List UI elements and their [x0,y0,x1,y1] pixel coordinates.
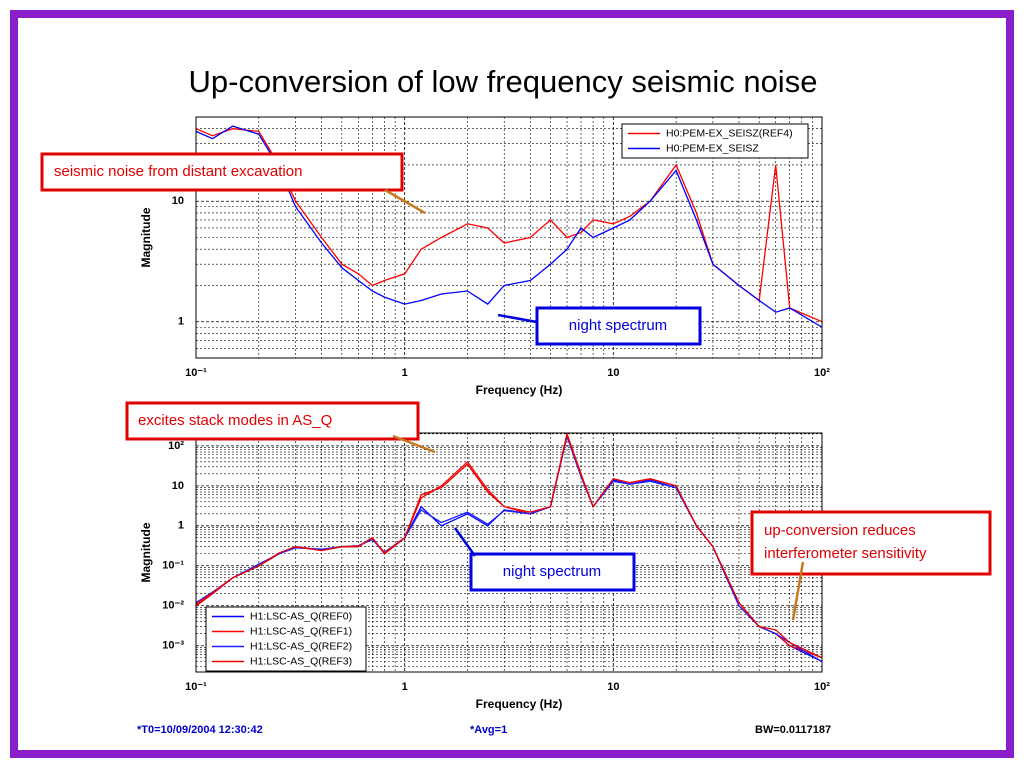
x-tick-label: 10⁻¹ [185,681,207,693]
legend-box [621,123,809,159]
x-tick-label: 10² [814,367,830,379]
callout-box [750,510,992,576]
x-tick-label: 10 [607,681,619,693]
callout-arrow [453,527,477,557]
legend-label: H1:LSC-AS_Q(REF0) [250,610,352,622]
legend-label: H0:PEM-EX_SEISZ [666,142,759,154]
slide-title: Up-conversion of low frequency seismic n… [189,64,818,99]
y-axis-label: Magnitude [139,522,153,582]
y-tick-label: 10² [168,440,184,452]
footer-text: *Avg=1 [470,724,507,736]
y-tick-label: 1 [178,520,184,532]
x-tick-label: 1 [402,681,408,693]
y-tick-label: 10⁻² [162,600,184,612]
y-axis-label: Magnitude [139,207,153,267]
footer-text: BW=0.0117187 [755,724,831,736]
callout-arrow [392,434,436,454]
legend-label: H1:LSC-AS_Q(REF1) [250,625,352,637]
legend-box [205,606,367,672]
y-tick-label: 10⁻¹ [162,560,184,572]
x-tick-label: 10⁻¹ [185,367,207,379]
y-tick-label: 1 [178,316,184,328]
callout-arrow [791,561,805,621]
y-tick-label: 10⁻³ [162,640,184,652]
series-line [196,128,822,323]
callout-arrow [384,188,426,215]
callout-text: night spectrum [569,317,667,334]
callout-box [125,401,420,441]
callout-text: excites stack modes in AS_Q [138,412,332,429]
x-axis-label: Frequency (Hz) [476,383,563,397]
callout-text: seismic noise from distant excavation [54,163,302,180]
callout-text: night spectrum [503,563,601,580]
footer-text: *T0=10/09/2004 12:30:42 [137,724,263,736]
x-tick-label: 10 [607,367,619,379]
legend-label: H1:LSC-AS_Q(REF2) [250,640,352,652]
series-line [196,433,822,659]
callout-box [535,306,702,346]
callout-text: up-conversion reduces [764,522,916,539]
plot-frame [195,116,823,359]
y-tick-label: 10 [172,480,184,492]
x-tick-label: 1 [402,367,408,379]
x-axis-label: Frequency (Hz) [476,697,563,711]
y-tick-label: 10 [172,195,184,207]
callout-box [40,152,404,192]
legend-label: H0:PEM-EX_SEISZ(REF4) [666,127,793,139]
series-line [196,125,822,328]
legend-label: H1:LSC-AS_Q(REF3) [250,655,352,667]
x-tick-label: 10² [814,681,830,693]
callout-arrow [497,313,538,324]
callout-box [469,552,636,592]
callout-text: interferometer sensitivity [764,545,927,562]
